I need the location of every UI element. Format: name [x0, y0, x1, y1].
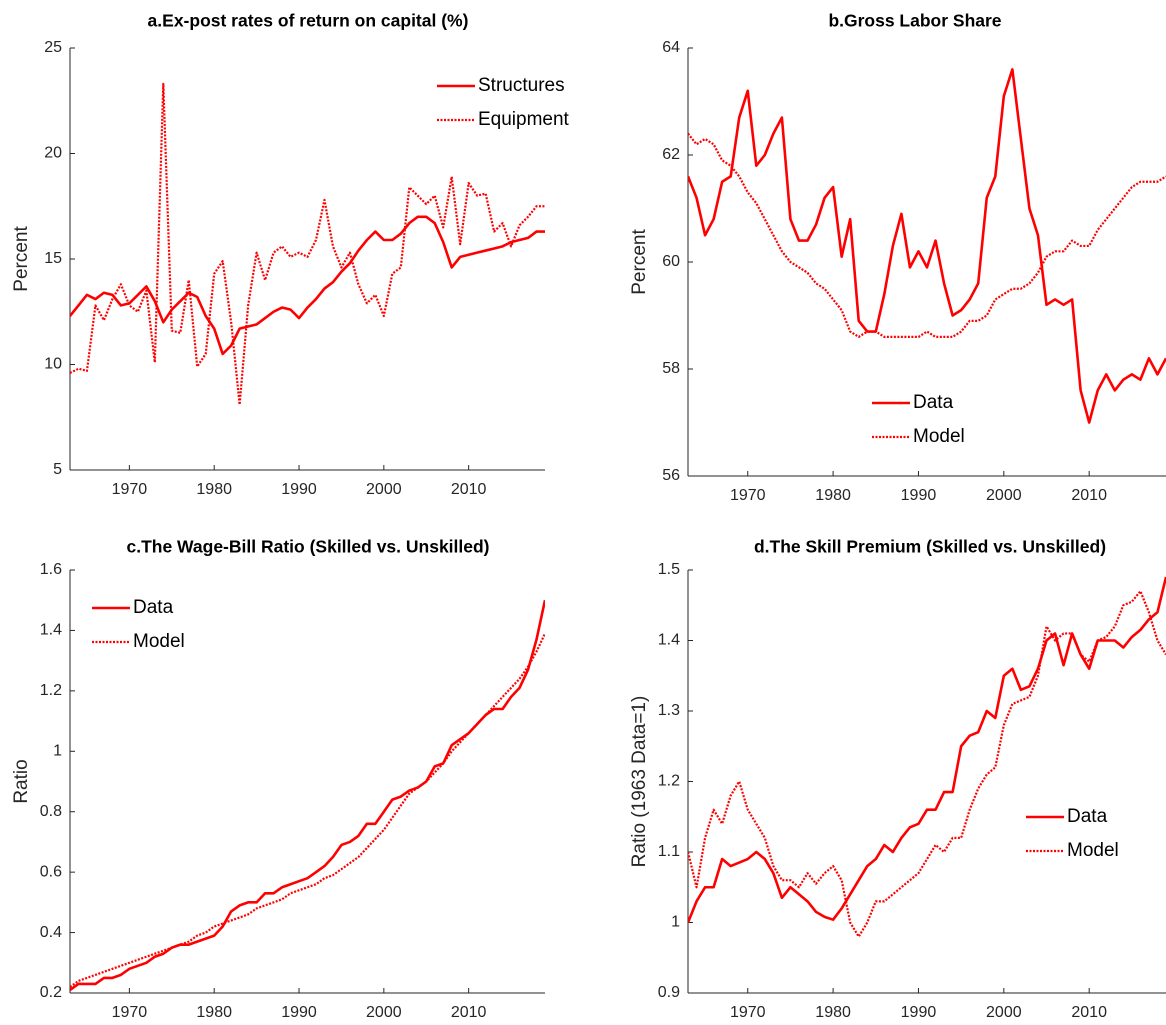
- panel-title: a.Ex-post rates of return on capital (%): [148, 11, 469, 31]
- panel: b.Gross Labor Share Percent 56 58 60 62 64 1970…: [629, 11, 1166, 504]
- y-tick-label: 62: [662, 146, 680, 163]
- x-tick-label: 1970: [112, 481, 148, 498]
- y-tick-label: 1.4: [40, 622, 62, 639]
- panel-title: d.The Skill Premium (Skilled vs. Unskill…: [754, 537, 1106, 557]
- y-tick-label: 56: [662, 467, 680, 484]
- series-line: [688, 576, 1166, 923]
- y-tick-label: 0.9: [658, 984, 680, 1001]
- y-tick-label: 1.6: [40, 561, 62, 578]
- y-tick-label: 20: [44, 145, 62, 162]
- y-tick-label: 10: [44, 356, 62, 373]
- x-tick-label: 1970: [730, 487, 766, 504]
- x-tick-label: 2000: [366, 481, 402, 498]
- panel-title: c.The Wage-Bill Ratio (Skilled vs. Unski…: [126, 537, 489, 557]
- x-tick-label: 2000: [986, 487, 1022, 504]
- x-tick-label: 1980: [815, 487, 851, 504]
- x-tick-label: 1980: [196, 1004, 232, 1021]
- series-line: [70, 599, 545, 992]
- y-axis-label: Ratio (1963 Data=1): [629, 696, 650, 868]
- y-tick-label: 1.3: [658, 702, 680, 719]
- x-tick-label: 2010: [1071, 487, 1107, 504]
- y-tick-label: 64: [662, 39, 680, 56]
- x-tick-label: 1990: [281, 1004, 317, 1021]
- legend-label: Model: [1067, 840, 1119, 861]
- panel: c.The Wage-Bill Ratio (Skilled vs. Unski…: [11, 537, 545, 1021]
- y-tick-label: 15: [44, 250, 62, 267]
- y-tick-label: 1.4: [658, 632, 680, 649]
- x-tick-label: 1970: [730, 1004, 766, 1021]
- legend-label: Model: [133, 631, 185, 652]
- panel: d.The Skill Premium (Skilled vs. Unskill…: [629, 537, 1166, 1021]
- x-tick-label: 2000: [366, 1004, 402, 1021]
- series-line: [70, 82, 545, 406]
- y-tick-label: 1.5: [658, 561, 680, 578]
- series-line: [70, 632, 545, 988]
- y-tick-label: 25: [44, 39, 62, 56]
- legend-label: Structures: [478, 75, 565, 96]
- legend-label: Model: [913, 426, 965, 447]
- x-tick-label: 1980: [196, 481, 232, 498]
- y-tick-label: 1: [671, 914, 680, 931]
- legend-label: Data: [913, 392, 954, 413]
- y-tick-label: 1: [53, 743, 62, 760]
- series-line: [688, 590, 1166, 938]
- panel: a.Ex-post rates of return on capital (%)…: [11, 11, 570, 499]
- y-tick-label: 1.2: [658, 773, 680, 790]
- x-tick-label: 1990: [281, 481, 317, 498]
- legend-label: Data: [1067, 806, 1108, 827]
- y-tick-label: 0.4: [40, 924, 62, 941]
- x-tick-label: 1980: [815, 1004, 851, 1021]
- x-tick-label: 2010: [451, 481, 487, 498]
- y-tick-label: 0.2: [40, 984, 62, 1001]
- y-tick-label: 58: [662, 360, 680, 377]
- series-line: [688, 68, 1166, 424]
- y-tick-label: 5: [53, 461, 62, 478]
- x-tick-label: 1970: [112, 1004, 148, 1021]
- y-tick-label: 0.6: [40, 863, 62, 880]
- y-tick-label: 1.2: [40, 682, 62, 699]
- y-tick-label: 60: [662, 253, 680, 270]
- y-axis-label: Percent: [629, 229, 650, 295]
- x-tick-label: 2010: [451, 1004, 487, 1021]
- y-tick-label: 1.1: [658, 843, 680, 860]
- legend-label: Data: [133, 597, 174, 618]
- series-line: [70, 215, 545, 356]
- x-tick-label: 1990: [901, 1004, 937, 1021]
- legend-label: Equipment: [478, 109, 570, 130]
- x-tick-label: 2000: [986, 1004, 1022, 1021]
- panel-title: b.Gross Labor Share: [828, 11, 1001, 31]
- y-tick-label: 0.8: [40, 803, 62, 820]
- y-axis-label: Percent: [11, 226, 32, 292]
- x-tick-label: 2010: [1071, 1004, 1107, 1021]
- series-line: [688, 132, 1166, 338]
- x-tick-label: 1990: [901, 487, 937, 504]
- y-axis-label: Ratio: [11, 759, 32, 803]
